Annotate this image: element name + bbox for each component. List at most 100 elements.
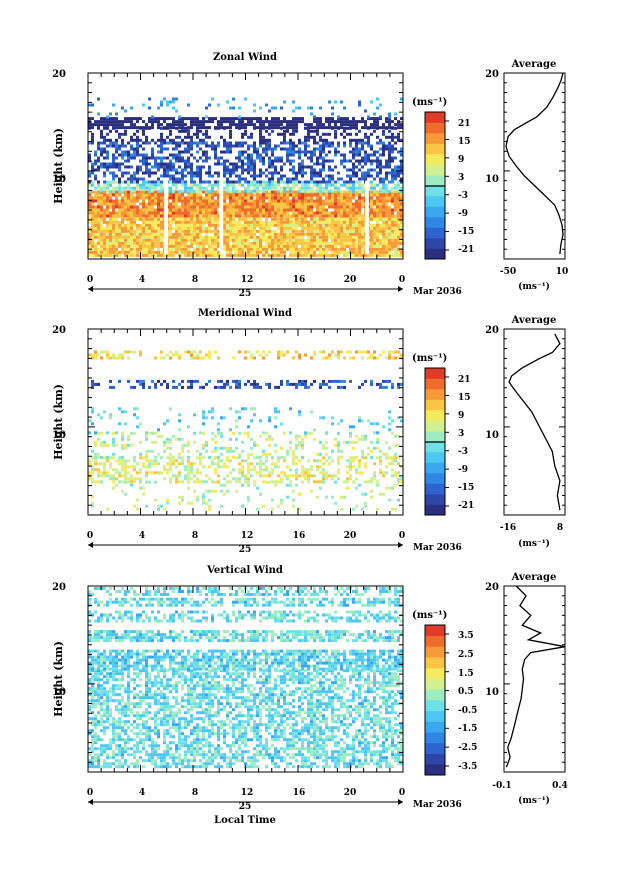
heatmap-cell	[112, 245, 115, 248]
heatmap-cell	[127, 444, 130, 447]
heatmap-cell	[178, 197, 181, 200]
heatmap-cell	[178, 212, 181, 215]
heatmap-cell	[376, 191, 379, 194]
heatmap-cell	[241, 166, 244, 169]
heatmap-cell	[325, 218, 328, 221]
heatmap-cell	[325, 203, 328, 206]
heatmap-cell	[220, 254, 223, 257]
heatmap-cell	[265, 474, 268, 477]
heatmap-cell	[145, 236, 148, 239]
heatmap-cell	[370, 148, 373, 151]
heatmap-cell	[205, 154, 208, 157]
heatmap-cell	[259, 200, 262, 203]
heatmap-cell	[208, 203, 211, 206]
heatmap-cell	[130, 444, 133, 447]
heatmap-cell	[307, 236, 310, 239]
heatmap-cell	[187, 459, 190, 462]
heatmap-cell	[280, 218, 283, 221]
heatmap-cell	[154, 432, 157, 435]
heatmap-cell	[160, 456, 163, 459]
heatmap-cell	[286, 181, 289, 184]
heatmap-cell	[241, 239, 244, 242]
heatmap-cell	[268, 239, 271, 242]
heatmap-cell	[328, 197, 331, 200]
heatmap-cell	[199, 215, 202, 218]
heatmap-cell	[142, 163, 145, 166]
heatmap-cell	[253, 145, 256, 148]
heatmap-cell	[178, 194, 181, 197]
heatmap-cell	[346, 245, 349, 248]
heatmap-cell	[373, 251, 376, 254]
heatmap-cell	[211, 242, 214, 245]
heatmap-cell	[319, 190, 322, 193]
heatmap-cell	[229, 148, 232, 151]
heatmap-cell	[373, 169, 376, 172]
heatmap-cell	[190, 145, 193, 148]
heatmap-cell	[97, 480, 100, 483]
heatmap-cell	[172, 148, 175, 151]
heatmap-cell	[205, 200, 208, 203]
heatmap-cell	[337, 218, 340, 221]
heatmap-cell	[301, 242, 304, 245]
heatmap-cell	[325, 471, 328, 474]
heatmap-cell	[145, 139, 148, 142]
heatmap-cell	[106, 181, 109, 184]
heatmap-cell	[148, 221, 151, 224]
heatmap-cell	[247, 242, 250, 245]
heatmap-cell	[343, 160, 346, 163]
heatmap-cell	[310, 236, 313, 239]
heatmap-cell	[313, 169, 316, 172]
heatmap-cell	[205, 480, 208, 483]
heatmap-cell	[325, 245, 328, 248]
heatmap-cell	[268, 142, 271, 145]
heatmap-cell	[280, 160, 283, 163]
heatmap-cell	[106, 456, 109, 459]
heatmap-cell	[265, 239, 268, 242]
heatmap-cell	[235, 490, 238, 493]
heatmap-cell	[247, 215, 250, 218]
heatmap-cell	[271, 148, 274, 151]
heatmap-cell	[157, 157, 160, 160]
heatmap-cell	[121, 456, 124, 459]
heatmap-cell	[112, 468, 115, 471]
heatmap-cell	[181, 123, 184, 126]
heatmap-cell	[370, 245, 373, 248]
heatmap-cell	[298, 157, 301, 160]
heatmap-cell	[325, 477, 328, 480]
heatmap-cell	[151, 194, 154, 197]
heatmap-cell	[100, 242, 103, 245]
heatmap-cell	[127, 197, 130, 200]
heatmap-cell	[391, 178, 394, 181]
heatmap-cell	[319, 215, 322, 218]
heatmap-cell	[331, 248, 334, 251]
heatmap-cell	[382, 218, 385, 221]
heatmap-cell	[106, 444, 109, 447]
heatmap-cell	[379, 227, 382, 230]
heatmap-cell	[124, 117, 127, 120]
heatmap-cell	[313, 203, 316, 206]
heatmap-cell	[337, 209, 340, 212]
heatmap-cell	[391, 120, 394, 123]
heatmap-cell	[352, 248, 355, 251]
heatmap-cell	[118, 190, 121, 193]
heatmap-cell	[154, 157, 157, 160]
heatmap-cell	[115, 245, 118, 248]
heatmap-cell	[205, 444, 208, 447]
colorbar-segment	[425, 186, 445, 197]
heatmap-cell	[298, 194, 301, 197]
heatmap-cell	[157, 209, 160, 212]
heatmap-cell	[100, 206, 103, 209]
heatmap-cell	[322, 148, 325, 151]
heatmap-cell	[352, 181, 355, 184]
heatmap-cell	[157, 453, 160, 456]
heatmap-cell	[337, 215, 340, 218]
heatmap-cell	[238, 181, 241, 184]
heatmap-cell	[100, 209, 103, 212]
heatmap-cell	[211, 209, 214, 212]
heatmap-cell	[190, 471, 193, 474]
heatmap-cell	[334, 239, 337, 242]
heatmap-cell	[223, 215, 226, 218]
heatmap-cell	[121, 218, 124, 221]
heatmap-cell	[139, 194, 142, 197]
heatmap-cell	[244, 212, 247, 215]
